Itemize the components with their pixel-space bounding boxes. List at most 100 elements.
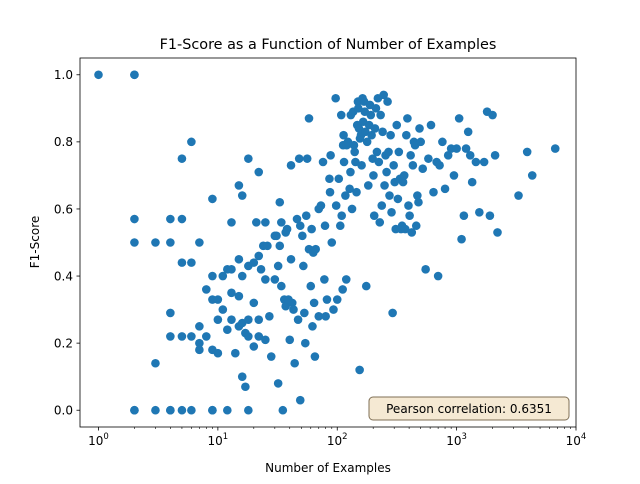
data-point	[195, 238, 204, 247]
data-point	[424, 154, 433, 163]
data-point	[254, 315, 264, 324]
data-point	[254, 251, 264, 261]
data-point	[277, 281, 286, 291]
data-point	[433, 271, 443, 281]
data-point	[339, 157, 349, 167]
data-point	[265, 312, 274, 321]
data-point	[443, 150, 453, 160]
x-tick-label: 104	[566, 432, 587, 448]
data-point	[151, 405, 160, 415]
data-point	[339, 130, 348, 140]
data-point	[490, 150, 500, 160]
data-point	[488, 110, 497, 120]
data-point	[393, 194, 403, 204]
data-point	[234, 181, 244, 190]
data-point	[177, 332, 187, 341]
data-point	[130, 214, 139, 224]
data-point	[349, 140, 359, 150]
data-point	[354, 124, 364, 133]
data-point	[465, 150, 475, 160]
data-point	[130, 70, 139, 80]
data-point	[459, 211, 469, 220]
data-point	[275, 197, 285, 207]
data-point	[287, 298, 297, 308]
data-point	[345, 184, 354, 194]
data-point	[426, 120, 436, 130]
data-point	[376, 110, 385, 120]
y-tick-label: 0.6	[54, 202, 73, 216]
data-point	[244, 332, 253, 341]
x-tick-exponent: 4	[581, 432, 586, 442]
data-point	[151, 358, 160, 368]
data-point	[263, 241, 272, 251]
data-point	[244, 315, 253, 324]
data-point	[367, 130, 376, 140]
data-point	[479, 157, 489, 167]
x-tick-base: 10	[88, 434, 103, 448]
data-point	[321, 312, 330, 321]
data-point	[355, 365, 364, 375]
data-point	[413, 191, 422, 200]
data-point	[278, 405, 288, 415]
data-point	[380, 181, 389, 190]
data-point	[299, 261, 308, 271]
data-point	[363, 181, 373, 190]
data-point	[383, 97, 392, 106]
data-point	[308, 322, 317, 331]
y-axis-label: F1-Score	[28, 216, 42, 268]
data-point	[166, 405, 175, 415]
data-point	[310, 352, 320, 361]
data-point	[234, 291, 244, 301]
data-point	[337, 211, 347, 220]
data-point	[366, 110, 376, 120]
data-point	[326, 150, 335, 160]
data-point	[527, 171, 537, 180]
data-point	[400, 224, 410, 234]
data-point	[166, 214, 175, 224]
data-point	[362, 137, 372, 147]
data-point	[416, 137, 425, 147]
data-point	[346, 167, 355, 177]
data-point	[256, 265, 266, 274]
data-point	[463, 127, 473, 137]
data-point	[249, 298, 259, 308]
data-point	[454, 114, 464, 123]
pearson-annotation: Pearson correlation: 0.6351	[386, 402, 552, 416]
data-point	[273, 261, 283, 271]
data-point	[421, 265, 430, 274]
data-point	[405, 211, 414, 220]
data-point	[295, 395, 305, 405]
data-point	[261, 218, 270, 227]
data-point	[177, 214, 187, 224]
data-point	[353, 104, 363, 113]
data-point	[475, 208, 484, 217]
data-point	[151, 238, 160, 247]
data-point	[241, 382, 250, 392]
data-point	[227, 265, 236, 274]
data-point	[304, 114, 314, 123]
data-point	[275, 241, 285, 251]
data-point	[331, 93, 340, 103]
data-point	[307, 224, 316, 234]
x-tick-label: 101	[208, 432, 229, 448]
data-point	[273, 379, 283, 388]
data-point	[227, 315, 236, 324]
data-point	[213, 295, 223, 304]
data-point	[130, 238, 139, 247]
data-point	[357, 161, 366, 170]
data-point	[406, 150, 415, 160]
y-tick-label: 0.4	[54, 269, 73, 283]
data-point	[202, 332, 211, 341]
data-point	[316, 201, 326, 210]
data-point	[261, 335, 270, 345]
data-point	[372, 147, 382, 157]
data-point	[249, 258, 259, 267]
data-point	[388, 308, 397, 318]
data-point	[369, 211, 379, 220]
data-point	[295, 221, 305, 231]
data-point	[281, 301, 291, 311]
x-tick-exponent: 3	[462, 432, 467, 442]
plot-frame	[79, 57, 577, 428]
data-point	[302, 154, 312, 163]
data-point	[177, 405, 187, 415]
